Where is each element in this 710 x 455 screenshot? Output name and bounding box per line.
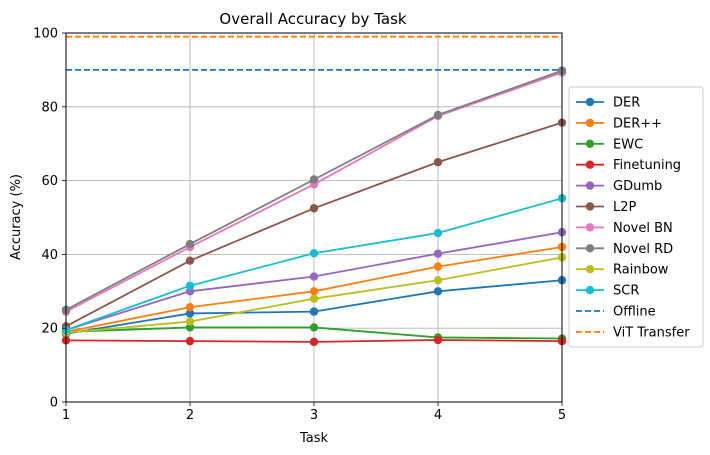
- data-point-rainbow: [309, 294, 319, 303]
- x-axis-label: Task: [299, 431, 329, 446]
- chart-title: Overall Accuracy by Task: [219, 10, 406, 28]
- legend-label: GDumb: [613, 179, 662, 194]
- data-point-finetuning: [309, 337, 319, 347]
- data-point-rainbow: [433, 276, 443, 285]
- x-tick-label: 2: [186, 408, 194, 423]
- data-point-gdumb: [433, 249, 443, 258]
- data-point-novel-rd: [185, 239, 195, 249]
- y-tick-label: 20: [41, 322, 58, 337]
- data-point-l2p: [185, 256, 195, 265]
- legend-label: Offline: [613, 305, 656, 320]
- legend-marker: [585, 202, 595, 211]
- legend-marker: [585, 139, 595, 148]
- data-point-finetuning: [433, 335, 443, 345]
- series-novel-rd: [61, 66, 567, 314]
- legend-label: DER++: [613, 116, 662, 131]
- legend-marker: [585, 97, 595, 107]
- data-point-derplusplus: [433, 262, 443, 271]
- data-point-derplusplus: [185, 302, 195, 312]
- legend-marker: [585, 285, 595, 295]
- y-axis: 0 20 40 60 80 100: [33, 27, 66, 411]
- grid: [65, 32, 563, 403]
- x-tick-label: 3: [310, 408, 318, 423]
- y-tick-label: 80: [41, 100, 58, 115]
- data-point-ewc: [185, 323, 195, 332]
- legend-item-scr: SCR: [576, 284, 639, 299]
- data-point-der: [309, 307, 319, 316]
- legend-item-derplusplus: DER++: [576, 116, 662, 131]
- legend-label: Finetuning: [613, 158, 681, 173]
- data-point-gdumb: [309, 272, 319, 281]
- legend-label: ViT Transfer: [613, 325, 690, 340]
- y-tick-label: 100: [33, 27, 58, 42]
- x-tick-label: 5: [558, 408, 566, 423]
- data-point-l2p: [309, 204, 319, 213]
- legend-label: L2P: [613, 200, 637, 215]
- legend-item-ewc: EWC: [576, 137, 643, 152]
- legend-marker: [585, 160, 595, 169]
- legend-item-offline: Offline: [576, 305, 656, 320]
- data-point-finetuning: [185, 336, 195, 346]
- legend-marker: [585, 118, 595, 128]
- y-axis-label: Accuracy (%): [9, 174, 24, 260]
- data-point-l2p: [433, 157, 443, 167]
- legend-label: Novel BN: [613, 221, 673, 236]
- legend-item-novel-bn: Novel BN: [576, 221, 673, 236]
- data-point-scr: [309, 249, 319, 258]
- legend-marker: [585, 244, 595, 253]
- legend-item-finetuning: Finetuning: [576, 158, 681, 173]
- data-point-novel-rd: [309, 175, 319, 184]
- legend-marker: [585, 265, 595, 274]
- legend-label: Novel RD: [613, 242, 673, 257]
- data-point-ewc: [309, 323, 319, 332]
- legend-item-novel-rd: Novel RD: [576, 242, 673, 257]
- data-point-derplusplus: [309, 287, 319, 296]
- data-point-der: [433, 287, 443, 296]
- legend-marker: [585, 181, 595, 190]
- x-tick-label: 1: [62, 408, 70, 423]
- legend-item-gdumb: GDumb: [576, 179, 662, 194]
- data-point-novel-rd: [433, 110, 443, 120]
- data-point-der: [185, 309, 195, 318]
- data-point-scr: [433, 228, 443, 238]
- y-tick-label: 40: [41, 248, 58, 263]
- legend-item-der: DER: [576, 96, 640, 111]
- series-finetuning: [61, 335, 567, 347]
- legend-marker: [585, 223, 595, 232]
- legend-item-l2p: L2P: [576, 200, 637, 215]
- data-point-scr: [185, 281, 195, 290]
- x-tick-label: 4: [434, 408, 442, 423]
- data-point-rainbow: [185, 317, 195, 326]
- legend-label: EWC: [613, 137, 643, 152]
- legend-label: Rainbow: [613, 263, 669, 278]
- y-tick-label: 60: [41, 174, 58, 189]
- y-tick-label: 0: [50, 396, 58, 411]
- legend-item-vit-transfer: ViT Transfer: [576, 325, 690, 340]
- legend-item-rainbow: Rainbow: [576, 263, 669, 278]
- x-axis: 1 2 3 4 5: [62, 402, 566, 423]
- reference-lines: [66, 35, 562, 71]
- legend-label: DER: [613, 96, 640, 111]
- legend: DER DER++ EWC Finetuning GDumb L2P Novel BN Nov…: [568, 86, 704, 348]
- legend-frame: [568, 86, 704, 348]
- legend-label: SCR: [613, 284, 639, 299]
